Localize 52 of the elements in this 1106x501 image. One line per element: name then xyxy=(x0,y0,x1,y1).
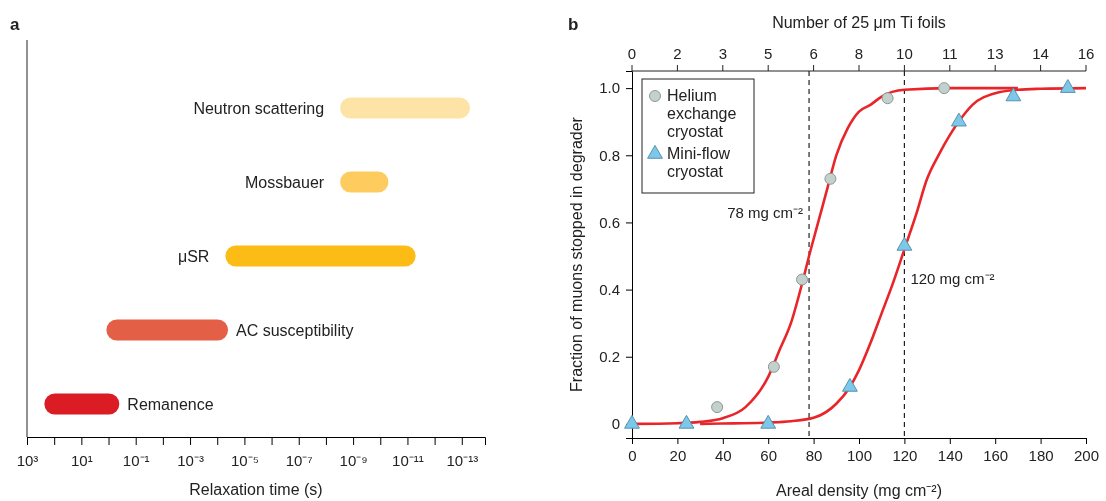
y-tick-label: Mossbauer xyxy=(244,173,325,191)
x2-axis-title: Number of 25 μm Ti foils xyxy=(772,14,946,31)
x-tick-label: 10⁻⁷ xyxy=(285,451,313,469)
x-tick-label: 20 xyxy=(669,446,687,464)
x-tick-label: 10³ xyxy=(16,451,39,469)
annotation: 14 xyxy=(1032,45,1049,62)
x-tick-label: 10¹ xyxy=(71,451,93,469)
ref-line-label: 78 mg cm⁻² xyxy=(727,203,804,221)
annotation: 16 xyxy=(1077,45,1095,62)
x-tick-label: 10⁻¹ xyxy=(122,451,150,469)
annotation: 2 xyxy=(673,45,682,62)
y-tick-label: Neutron scattering xyxy=(193,99,325,117)
y-tick-label: μSR xyxy=(177,247,210,265)
annotation: 6 xyxy=(809,45,818,62)
annotation: 5 xyxy=(764,45,773,62)
legend-label: Helium exchange cryostat xyxy=(667,87,737,140)
annotation: 0 xyxy=(627,45,637,62)
y-tick-label: 0.8 xyxy=(599,146,620,164)
x-tick-label: 100 xyxy=(846,446,873,464)
annotation: 3 xyxy=(718,45,727,62)
x-axis-title: Relaxation time (s) xyxy=(189,481,323,498)
x-tick-label: 140 xyxy=(937,446,963,464)
chart-title: a xyxy=(10,15,20,34)
x-tick-label: 10⁻¹¹ xyxy=(392,451,424,469)
x-tick-label: 200 xyxy=(1073,446,1100,464)
annotation: 11 xyxy=(942,45,958,62)
x-tick-label: 60 xyxy=(760,446,778,464)
x-tick-label: 160 xyxy=(983,446,1009,464)
chart-title: b xyxy=(568,15,579,34)
x-tick-label: 10⁻⁹ xyxy=(339,451,368,469)
y-tick-label: Remanence xyxy=(127,395,214,413)
y-tick-label: 0 xyxy=(611,415,620,433)
x-tick-label: 40 xyxy=(714,446,732,464)
x-tick-label: 10⁻³ xyxy=(177,451,204,469)
ref-line-label: 120 mg cm⁻² xyxy=(910,269,995,287)
annotation: 10 xyxy=(896,45,913,62)
x-tick-label: 10⁻¹³ xyxy=(446,451,479,469)
x-tick-label: 180 xyxy=(1028,446,1054,464)
x-tick-label: 0 xyxy=(628,446,637,464)
y-tick-label: AC susceptibility xyxy=(236,321,354,339)
annotation: 8 xyxy=(854,45,864,62)
y-tick-label: 0.2 xyxy=(599,348,620,366)
y-tick-label: 1.0 xyxy=(599,79,620,97)
legend-label: Mini-flow cryostat xyxy=(667,145,731,180)
y-tick-label: 0.6 xyxy=(599,213,620,231)
x-tick-label: 80 xyxy=(805,446,823,464)
x-tick-label: 10⁻⁵ xyxy=(230,451,259,469)
y-axis-title: Fraction of muons stopped in degrader xyxy=(568,116,585,392)
x-tick-label: 120 xyxy=(892,446,918,464)
y-tick-label: 0.4 xyxy=(599,280,620,298)
annotation: 13 xyxy=(986,45,1004,62)
x-axis-title: Areal density (mg cm⁻²) xyxy=(776,482,942,499)
